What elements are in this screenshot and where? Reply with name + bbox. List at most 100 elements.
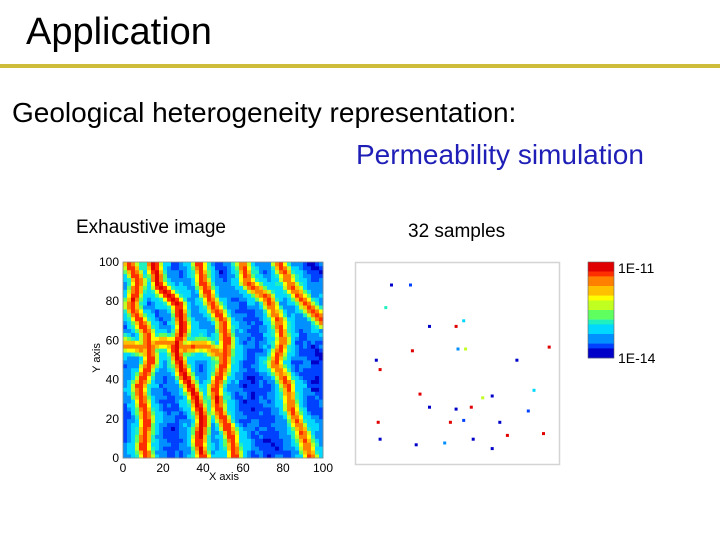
heatmap-cell (179, 414, 184, 420)
heatmap-cell (179, 426, 184, 431)
heatmap-cell (295, 434, 300, 439)
heatmap-cell (211, 289, 216, 294)
heatmap-cell (183, 450, 188, 455)
heatmap-cell (275, 403, 280, 408)
slide-subheading: Permeability simulation (356, 139, 644, 170)
heatmap-cell (275, 395, 280, 400)
heatmap-cell (147, 391, 152, 396)
heatmap-cell (287, 336, 292, 341)
heatmap-cell (259, 426, 264, 431)
heatmap-cell (135, 399, 140, 404)
heatmap-cell (135, 363, 140, 369)
heatmap-cell (223, 379, 228, 384)
heatmap-cell (187, 324, 192, 330)
heatmap-cell (191, 289, 196, 294)
heatmap-cell (251, 387, 256, 392)
heatmap-cell (287, 450, 292, 455)
heatmap-cell (283, 348, 288, 353)
heatmap-cell (147, 442, 152, 447)
heatmap-cell (127, 430, 132, 435)
heatmap-cell (303, 324, 308, 330)
heatmap-cell (123, 426, 128, 431)
heatmap-cell (219, 379, 224, 384)
heatmap-cell (267, 328, 272, 333)
heatmap-cell (299, 442, 304, 447)
heatmap-cell (215, 414, 220, 420)
heatmap-cell (247, 383, 252, 388)
heatmap-cell (299, 277, 304, 282)
heatmap-cell (143, 289, 148, 294)
heatmap-cell (279, 312, 284, 318)
heatmap-cell (139, 371, 144, 377)
heatmap-cell (171, 375, 176, 380)
heatmap-cell (247, 363, 252, 369)
heatmap-cell (215, 383, 220, 388)
heatmap-cell (227, 442, 232, 447)
heatmap-cell (255, 383, 260, 388)
heatmap-cell (179, 344, 184, 349)
heatmap-cell (139, 426, 144, 431)
heatmap-cell (291, 367, 296, 373)
heatmap-cell (303, 446, 308, 451)
heatmap-cell (271, 285, 276, 290)
heatmap-cell (231, 379, 236, 384)
heatmap-cell (227, 301, 232, 306)
heatmap-cell (251, 426, 256, 431)
heatmap-cell (131, 430, 136, 435)
heatmap-cell (247, 399, 252, 404)
heatmap-cell (243, 328, 248, 333)
heatmap-cell (283, 332, 288, 337)
heatmap-cell (167, 265, 172, 271)
heatmap-cell (311, 426, 316, 431)
heatmap-cell (303, 281, 308, 286)
heatmap-cell (191, 430, 196, 435)
sample-point (443, 441, 447, 445)
heatmap-cell (283, 375, 288, 380)
heatmap-cell (295, 344, 300, 349)
heatmap-cell (295, 407, 300, 412)
heatmap-cell (123, 422, 128, 428)
heatmap-cell (159, 360, 164, 365)
heatmap-cell (191, 403, 196, 408)
heatmap-cell (235, 340, 240, 345)
heatmap-cell (239, 305, 244, 310)
heatmap-cell (247, 281, 252, 286)
heatmap-cell (271, 328, 276, 333)
heatmap-cell (259, 450, 264, 455)
heatmap-cell (203, 418, 208, 424)
heatmap-cell (247, 265, 252, 271)
heatmap-cell (179, 410, 184, 416)
heatmap-cell (291, 305, 296, 310)
heatmap-cell (179, 309, 184, 314)
heatmap-cell (239, 340, 244, 345)
heatmap-cell (303, 309, 308, 314)
heatmap-cell (247, 360, 252, 365)
heatmap-cell (315, 281, 320, 286)
heatmap-cell (131, 434, 136, 439)
heatmap-cell (195, 379, 200, 384)
heatmap-cell (207, 430, 212, 435)
heatmap-cell (195, 320, 200, 326)
heatmap-cell (283, 410, 288, 416)
heatmap-cell (223, 454, 228, 459)
heatmap-cell (123, 395, 128, 400)
heatmap-cell (187, 391, 192, 396)
heatmap-cell (279, 363, 284, 369)
heatmap-cell (279, 434, 284, 439)
heatmap-cell (211, 410, 216, 416)
heatmap-cell (199, 301, 204, 306)
heatmap-cell (191, 371, 196, 377)
heatmap-cell (279, 316, 284, 322)
heatmap-cell (135, 312, 140, 318)
heatmap-cell (287, 422, 292, 428)
heatmap-cell (319, 312, 324, 318)
heatmap-cell (223, 269, 228, 275)
heatmap-cell (187, 269, 192, 275)
heatmap-cell (183, 297, 188, 302)
heatmap-cell (191, 391, 196, 396)
heatmap-cell (191, 262, 196, 267)
heatmap-cell (231, 371, 236, 377)
heatmap-cell (211, 297, 216, 302)
heatmap-cell (143, 446, 148, 451)
heatmap-cell (195, 407, 200, 412)
